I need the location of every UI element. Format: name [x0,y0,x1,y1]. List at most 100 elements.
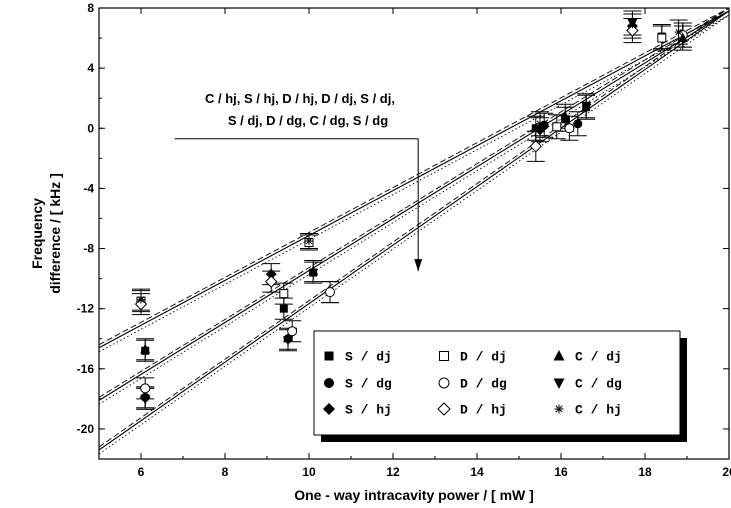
marker-triangle-down [283,336,293,346]
marker-diamond-filled [534,124,546,136]
y-tick-label: 8 [87,1,94,15]
axes: 6 8 10 12 14 16 18 20 -20 -16 -12 -8 -4 0 4 8 [77,1,731,479]
legend-entry-label: D / hj [460,403,507,418]
data-point [265,268,277,280]
marker-circle-open [325,287,335,298]
marker-square-filled [279,304,288,313]
legend-entry-label: C / dg [575,377,622,392]
marker-asterisk-d2 [305,237,313,245]
marker-square-open [279,289,289,299]
legend-marker [324,378,334,388]
marker-circle-filled [324,378,334,388]
marker-diamond-filled [323,403,335,415]
data-point [305,237,313,246]
marker-square-filled [324,351,334,361]
fit-line [99,10,729,451]
legend-marker [437,402,451,416]
fit-band-lower [99,14,729,405]
data-point [626,24,639,37]
y-tick-label: -8 [83,242,94,256]
data-point [283,336,293,346]
marker-diamond-open [264,275,278,288]
data-point [308,265,319,276]
legend-entry-label: S / hj [345,403,392,418]
fit-band-upper [99,8,729,346]
x-tick-label: 6 [138,465,145,479]
marker-asterisk-d2 [137,296,145,303]
data-point [564,123,575,134]
data-points [134,19,688,405]
data-point [531,124,540,133]
data-point [677,32,688,43]
data-point [674,28,683,37]
plot-area-frame [98,7,730,460]
y-axis-label-line-2: difference / [ kHz ] [47,173,63,294]
marker-square-open [552,122,562,132]
x-tick-label: 12 [386,465,400,479]
legend-marker [438,377,450,389]
data-point [279,304,288,313]
data-point [137,295,145,304]
fit-line [99,10,729,401]
legend-entry-label: S / dj [345,350,392,365]
marker-square-filled [531,124,540,133]
data-point [287,326,298,337]
legend-entry-label: S / dg [345,377,392,392]
marker-square-open [439,351,449,361]
annotation-arrowhead [414,259,423,272]
data-point [264,275,278,288]
data-point [552,122,562,132]
y-tick-label: 4 [87,61,94,75]
marker-diamond-open [626,24,639,37]
x-tick-label: 16 [554,465,568,479]
marker-triangle-up [553,350,565,361]
legend-entry-label: D / dg [460,377,507,392]
marker-asterisk-d2 [675,28,682,36]
marker-square-open [657,33,667,43]
y-axis-label-line-1: Frequency [29,198,45,269]
marker-diamond-open [134,297,148,311]
marker-triangle-up [677,32,688,43]
fit-band-lower [99,14,729,353]
legend-marker [554,404,564,414]
x-axis-label: One - way intracavity power / [ mW ] [294,487,534,503]
data-point [627,19,638,29]
marker-circle-open [287,326,298,337]
annotation: C / hj, S / hj, D / hj, D / dj, S / dj, … [174,91,423,272]
marker-triangle-up [308,265,319,276]
data-point [657,33,667,43]
marker-circle-open [564,123,575,134]
data-point [560,110,571,121]
marker-diamond-open [529,140,543,153]
marker-triangle-down [140,394,151,405]
data-point [279,289,289,299]
annotation-line-2: S / dj, D / dg, C / dg, S / dg [228,113,388,128]
marker-circle-filled [573,119,583,129]
marker-circle-open [140,383,151,394]
data-point [140,343,151,354]
x-tick-label: 18 [638,465,652,479]
legend-marker [553,350,565,361]
data-point [581,101,592,112]
marker-diamond-filled [265,268,277,280]
data-point [573,119,583,129]
y-tick-label: -12 [77,302,95,316]
legend-box [313,330,681,436]
data-point [534,124,546,136]
legend-marker [323,403,335,415]
data-point [536,119,544,128]
fit-line [99,10,729,349]
y-tick-label: -4 [83,181,94,195]
marker-triangle-up [560,110,571,121]
legend: S / dj S / dg S / hj D / dj D / dg D / hj C / … [313,330,687,442]
data-point [529,140,543,153]
marker-triangle-up [140,343,151,354]
data-point [140,383,151,394]
marker-triangle-down [553,378,565,389]
legend-entry-label: D / dj [460,350,507,365]
fit-band-upper [99,8,729,448]
y-tick-label: -20 [77,422,95,436]
marker-asterisk-d2 [555,405,563,413]
legend-entry-label: C / hj [575,403,622,418]
